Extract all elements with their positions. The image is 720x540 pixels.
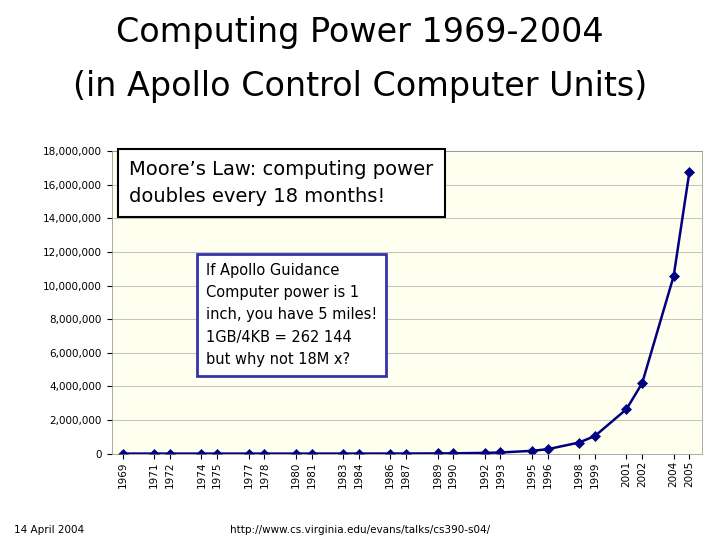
- Text: Computing Power 1969-2004: Computing Power 1969-2004: [116, 16, 604, 49]
- Text: Moore’s Law: computing power
doubles every 18 months!: Moore’s Law: computing power doubles eve…: [130, 160, 433, 206]
- Text: (in Apollo Control Computer Units): (in Apollo Control Computer Units): [73, 70, 647, 103]
- Text: 14 April 2004: 14 April 2004: [14, 524, 84, 535]
- Text: http://www.cs.virginia.edu/evans/talks/cs390-s04/: http://www.cs.virginia.edu/evans/talks/c…: [230, 524, 490, 535]
- Text: If Apollo Guidance
Computer power is 1
inch, you have 5 miles!
1GB/4KB = 262 144: If Apollo Guidance Computer power is 1 i…: [206, 263, 377, 367]
